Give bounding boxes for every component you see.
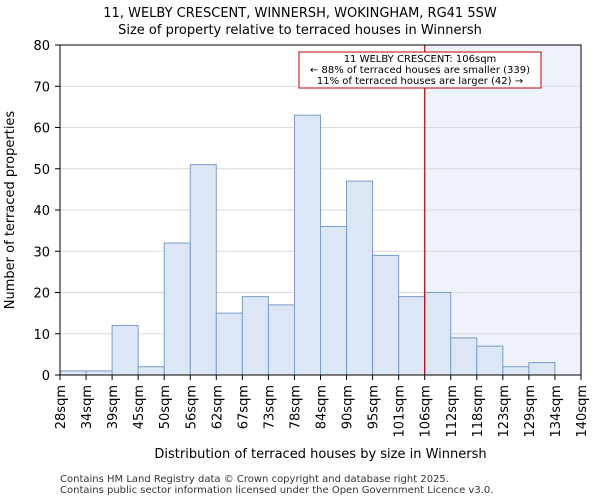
- x-tick-label: 123sqm: [497, 385, 512, 438]
- bar: [189, 164, 217, 376]
- x-tick-label: 95sqm: [367, 385, 382, 429]
- x-tick-label: 106sqm: [419, 385, 434, 438]
- chart-subtitle: Size of property relative to terraced ho…: [118, 23, 482, 38]
- y-tick-label: 80: [33, 39, 50, 54]
- bar: [137, 366, 165, 376]
- annotation-line: 11 WELBY CRESCENT: 106sqm: [344, 54, 497, 65]
- y-axis-label: Number of terraced properties: [3, 111, 18, 310]
- y-tick-label: 30: [33, 245, 50, 260]
- bar: [215, 312, 243, 376]
- x-tick-label: 129sqm: [523, 385, 538, 438]
- x-tick-label: 50sqm: [158, 385, 173, 429]
- x-tick-label: 90sqm: [341, 385, 356, 429]
- y-tick-label: 10: [33, 328, 50, 343]
- x-tick-label: 112sqm: [445, 385, 460, 438]
- bar: [320, 226, 348, 376]
- bar: [372, 254, 400, 376]
- y-tick-label: 20: [33, 287, 50, 302]
- bar: [241, 296, 269, 376]
- x-tick-label: 134sqm: [549, 385, 564, 438]
- x-tick-label: 101sqm: [393, 385, 408, 438]
- bar: [398, 296, 426, 376]
- x-tick-label: 78sqm: [288, 385, 303, 429]
- x-axis-label: Distribution of terraced houses by size …: [154, 447, 486, 462]
- annotation-box: [298, 51, 542, 89]
- y-tick-label: 60: [33, 122, 50, 137]
- annotation-line: 11% of terraced houses are larger (42) →: [317, 76, 523, 87]
- x-tick-label: 84sqm: [315, 385, 330, 429]
- x-tick-label: 34sqm: [80, 385, 95, 429]
- footer-line-1: Contains HM Land Registry data © Crown c…: [60, 474, 449, 485]
- bar: [163, 242, 191, 376]
- bar: [528, 362, 556, 376]
- annotation-line: ← 88% of terraced houses are smaller (33…: [310, 65, 530, 76]
- bar: [502, 366, 530, 376]
- x-tick-label: 73sqm: [262, 385, 277, 429]
- bar: [111, 325, 139, 376]
- x-tick-label: 62sqm: [210, 385, 225, 429]
- x-tick-label: 56sqm: [184, 385, 199, 429]
- bar: [424, 292, 452, 376]
- bar: [293, 114, 322, 376]
- y-tick-label: 0: [42, 369, 50, 384]
- x-tick-label: 39sqm: [106, 385, 121, 429]
- footer-line-2: Contains public sector information licen…: [60, 485, 494, 496]
- y-tick-label: 50: [33, 163, 50, 178]
- x-tick-label: 118sqm: [471, 385, 486, 438]
- bar: [346, 180, 374, 376]
- x-tick-label: 45sqm: [132, 385, 147, 429]
- bar: [267, 304, 295, 376]
- bar: [85, 370, 113, 376]
- bar: [450, 337, 478, 376]
- x-tick-label: 140sqm: [575, 385, 590, 438]
- chart-title: 11, WELBY CRESCENT, WINNERSH, WOKINGHAM,…: [103, 6, 497, 21]
- x-tick-label: 67sqm: [236, 385, 251, 429]
- bar: [59, 370, 87, 376]
- bar: [476, 345, 504, 376]
- y-tick-label: 40: [33, 204, 50, 219]
- y-tick-label: 70: [33, 80, 50, 95]
- x-tick-label: 28sqm: [54, 385, 69, 429]
